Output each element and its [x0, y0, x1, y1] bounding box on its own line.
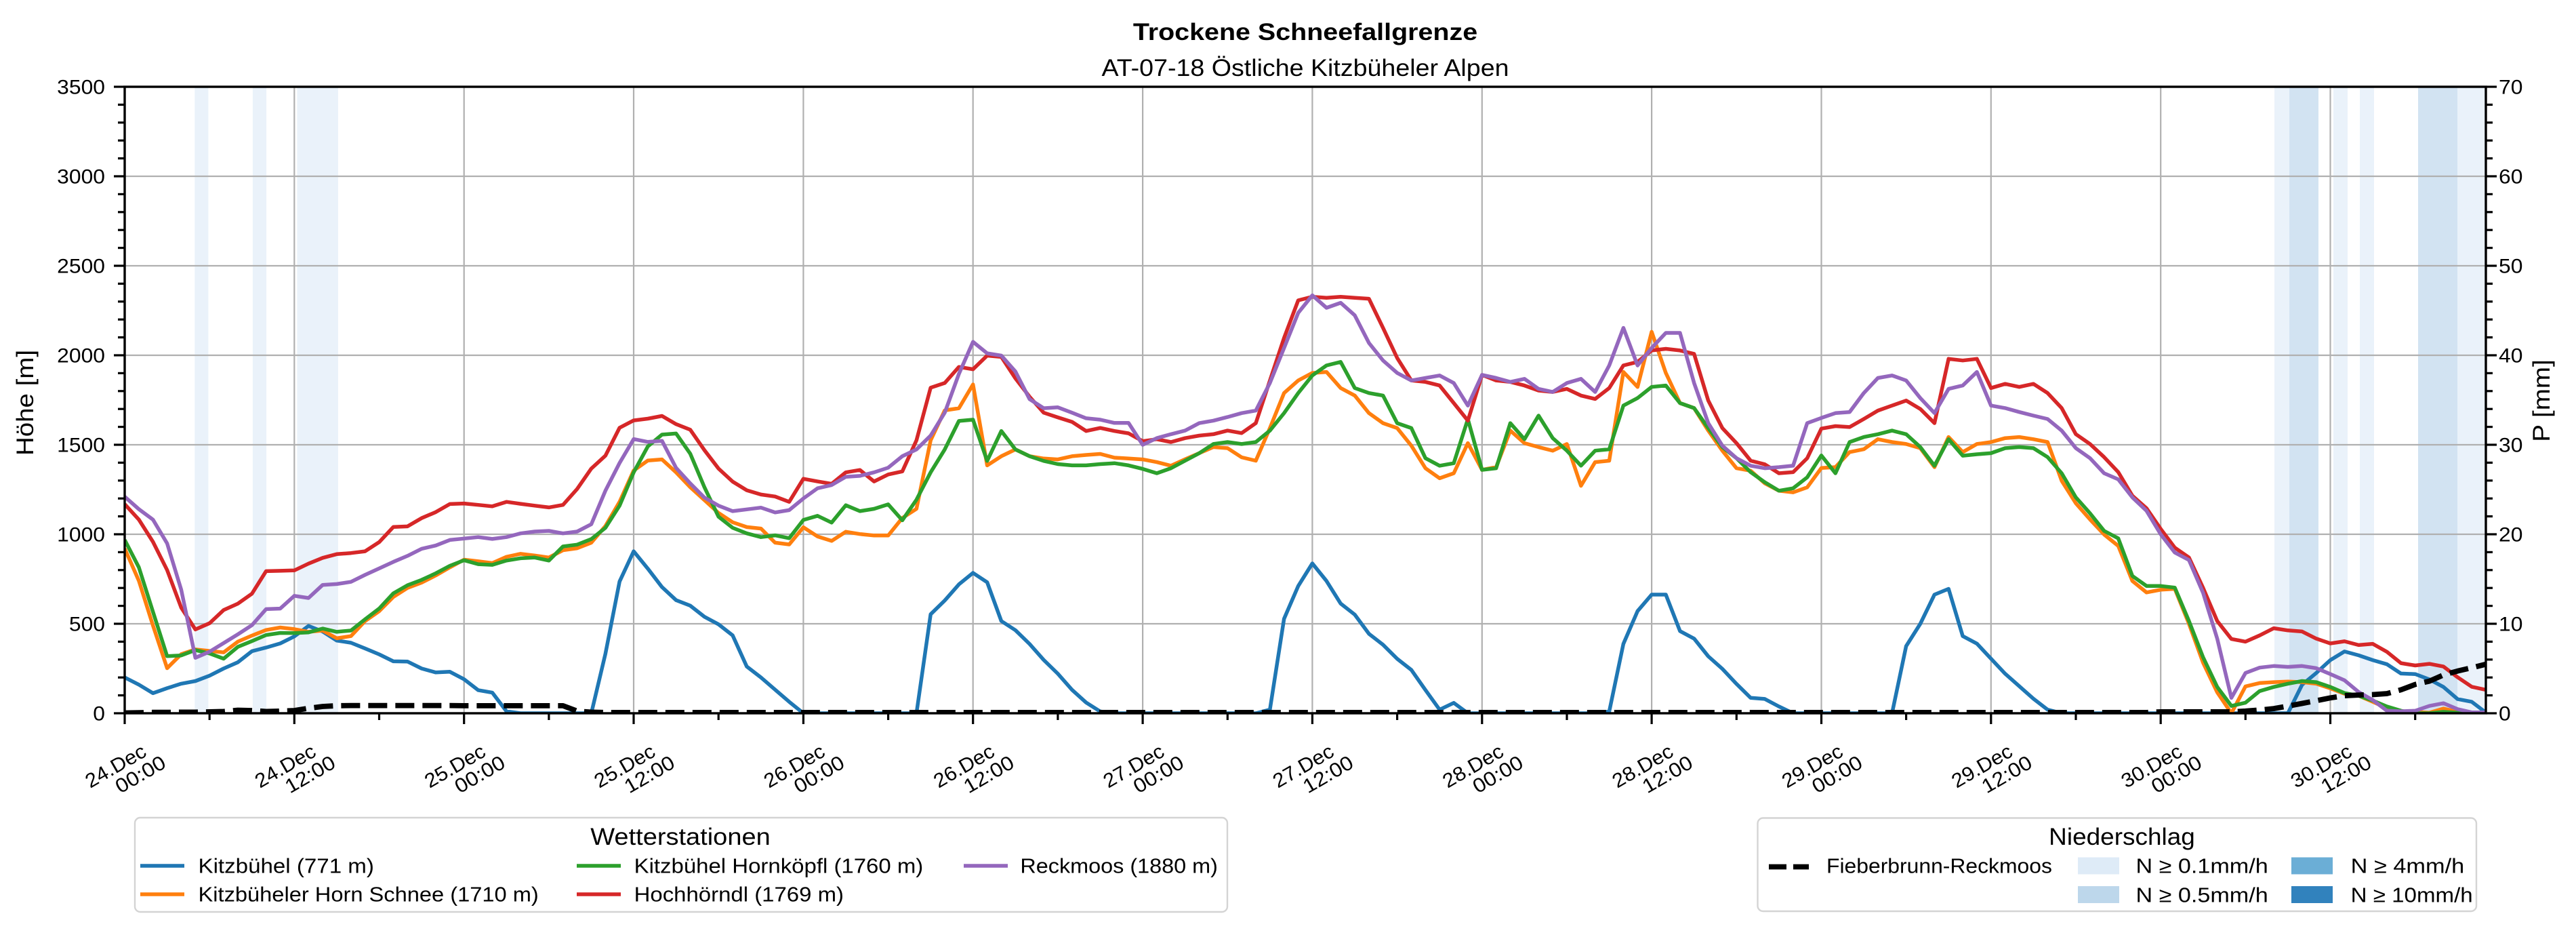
svg-text:Trockene Schneefallgrenze: Trockene Schneefallgrenze	[1133, 18, 1477, 45]
svg-text:1500: 1500	[57, 434, 105, 456]
svg-text:AT-07-18 Östliche Kitzbüheler: AT-07-18 Östliche Kitzbüheler Alpen	[1102, 54, 1509, 81]
svg-text:Höhe [m]: Höhe [m]	[12, 350, 39, 456]
svg-text:1000: 1000	[57, 523, 105, 546]
svg-text:Kitzbühel Hornköpfl (1760 m): Kitzbühel Hornköpfl (1760 m)	[634, 854, 924, 878]
svg-text:40: 40	[2499, 344, 2522, 367]
svg-text:Wetterstationen: Wetterstationen	[590, 824, 771, 850]
svg-text:P [mm]: P [mm]	[2529, 359, 2555, 442]
svg-text:2500: 2500	[57, 255, 105, 277]
svg-text:50: 50	[2499, 255, 2522, 277]
svg-text:60: 60	[2499, 165, 2522, 188]
svg-text:Kitzbüheler Horn Schnee (1710: Kitzbüheler Horn Schnee (1710 m)	[199, 883, 539, 906]
svg-text:Niederschlag: Niederschlag	[2049, 824, 2195, 850]
svg-text:N ≥ 4mm/h: N ≥ 4mm/h	[2351, 854, 2465, 878]
svg-text:30: 30	[2499, 434, 2522, 456]
svg-text:0: 0	[2499, 702, 2511, 725]
svg-text:20: 20	[2499, 523, 2522, 546]
svg-text:70: 70	[2499, 76, 2522, 98]
svg-text:2000: 2000	[57, 344, 105, 367]
svg-text:Fieberbrunn-Reckmoos: Fieberbrunn-Reckmoos	[1826, 854, 2052, 878]
svg-text:Reckmoos (1880 m): Reckmoos (1880 m)	[1020, 854, 1218, 878]
svg-text:N ≥ 0.1mm/h: N ≥ 0.1mm/h	[2136, 854, 2268, 878]
svg-text:Kitzbühel (771 m): Kitzbühel (771 m)	[199, 854, 374, 878]
svg-text:3500: 3500	[57, 76, 105, 98]
svg-text:N ≥ 0.5mm/h: N ≥ 0.5mm/h	[2136, 883, 2268, 907]
svg-text:3000: 3000	[57, 165, 105, 188]
svg-text:10: 10	[2499, 613, 2522, 635]
svg-text:Hochhörndl (1769 m): Hochhörndl (1769 m)	[634, 883, 844, 906]
svg-text:0: 0	[93, 702, 105, 725]
svg-text:500: 500	[69, 613, 105, 635]
svg-text:N ≥ 10mm/h: N ≥ 10mm/h	[2351, 883, 2473, 907]
